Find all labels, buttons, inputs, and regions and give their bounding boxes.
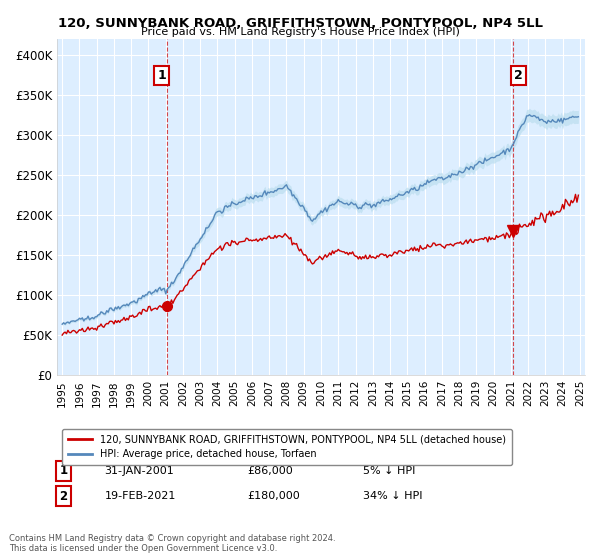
Text: 1: 1	[59, 464, 67, 478]
Text: 19-FEB-2021: 19-FEB-2021	[104, 491, 176, 501]
Text: 1: 1	[158, 69, 166, 82]
Text: 2: 2	[514, 69, 523, 82]
Text: 2: 2	[59, 489, 67, 503]
Text: 31-JAN-2001: 31-JAN-2001	[104, 466, 174, 476]
Text: 5% ↓ HPI: 5% ↓ HPI	[363, 466, 416, 476]
Legend: 120, SUNNYBANK ROAD, GRIFFITHSTOWN, PONTYPOOL, NP4 5LL (detached house), HPI: Av: 120, SUNNYBANK ROAD, GRIFFITHSTOWN, PONT…	[62, 429, 512, 465]
Text: £180,000: £180,000	[247, 491, 300, 501]
Text: 34% ↓ HPI: 34% ↓ HPI	[363, 491, 423, 501]
Text: £86,000: £86,000	[247, 466, 293, 476]
Text: Price paid vs. HM Land Registry's House Price Index (HPI): Price paid vs. HM Land Registry's House …	[140, 27, 460, 37]
Text: 120, SUNNYBANK ROAD, GRIFFITHSTOWN, PONTYPOOL, NP4 5LL: 120, SUNNYBANK ROAD, GRIFFITHSTOWN, PONT…	[58, 17, 542, 30]
Text: Contains HM Land Registry data © Crown copyright and database right 2024.
This d: Contains HM Land Registry data © Crown c…	[9, 534, 335, 553]
